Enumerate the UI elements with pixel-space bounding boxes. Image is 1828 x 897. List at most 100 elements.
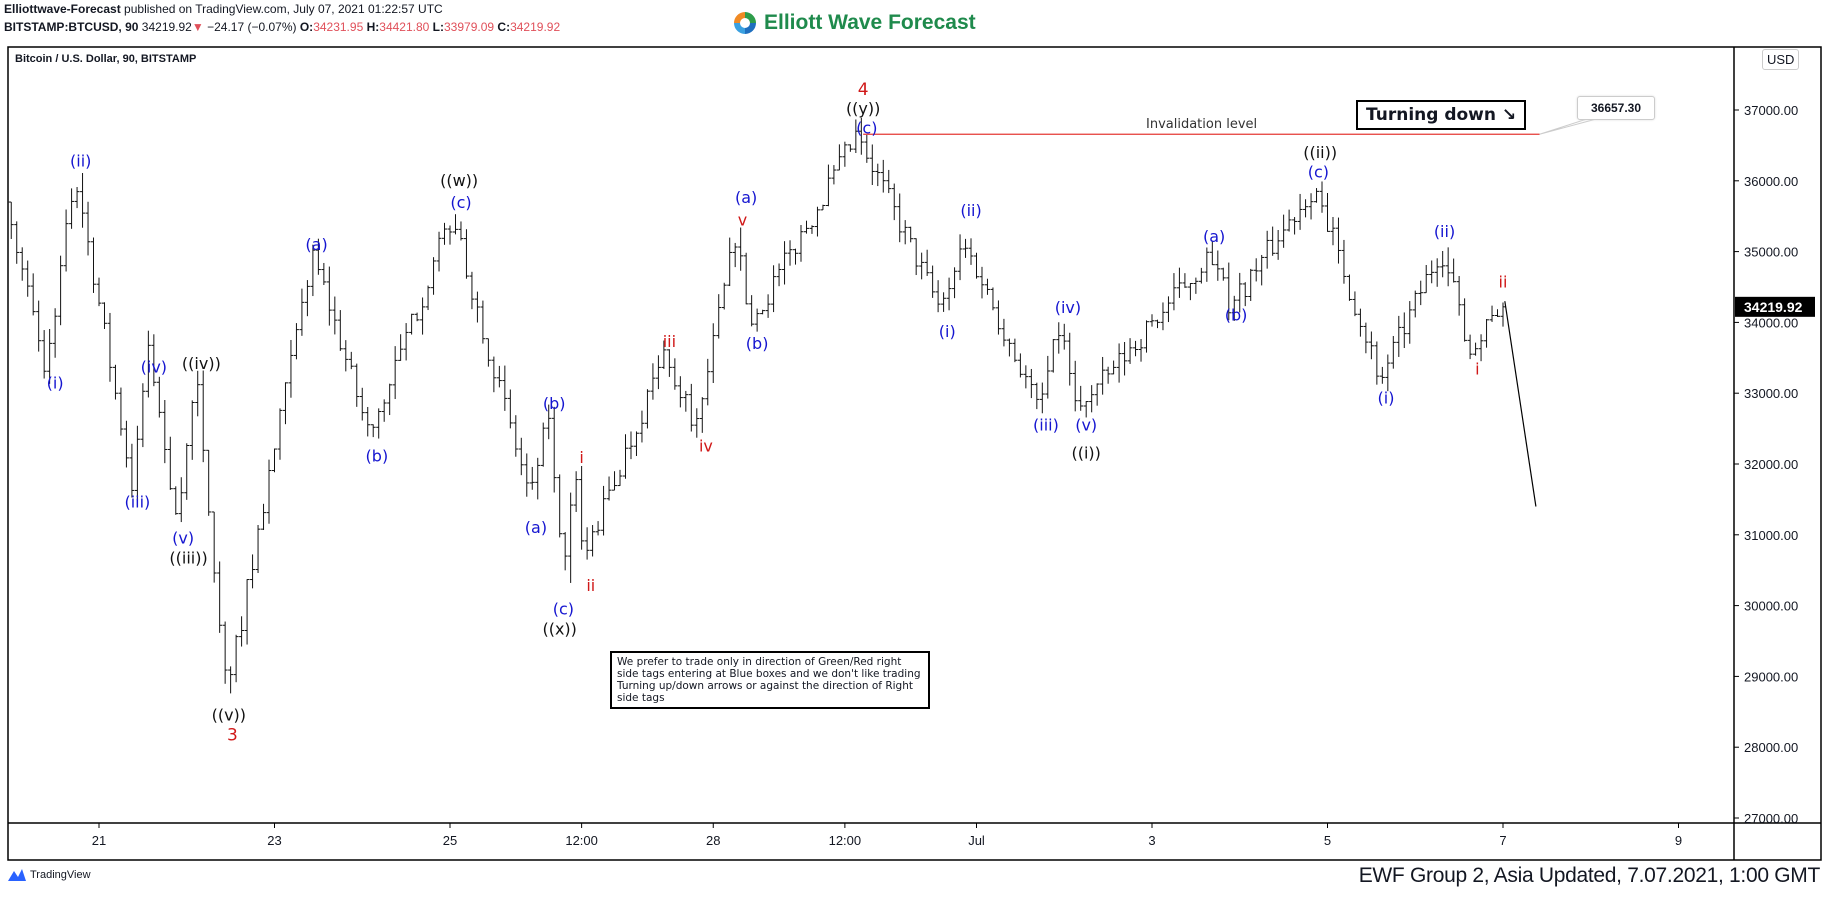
- wave-label: (b): [1225, 306, 1248, 325]
- ohlc-bar: [1489, 305, 1495, 322]
- wave-label: (a): [525, 518, 547, 537]
- ohlc-bar: [370, 424, 376, 438]
- ohlc-bar: [282, 382, 288, 425]
- wave-label: ((ii)): [1303, 143, 1337, 162]
- ohlc-bar: [1456, 276, 1462, 316]
- ohlc-bar: [206, 449, 212, 516]
- ohlc-bar: [1149, 314, 1155, 327]
- ohlc-bar: [990, 287, 996, 311]
- time-axis: 21 23 25 12:00 28 12:00 Jul 3 5 7 9: [92, 823, 1682, 848]
- ohlc-bar: [1248, 268, 1254, 301]
- ohlc-bar: [1297, 193, 1303, 230]
- ohlc-bar: [946, 277, 952, 311]
- brand-name: Elliott Wave Forecast: [764, 11, 976, 34]
- currency-button[interactable]: USD: [1762, 49, 1800, 70]
- ohlc-bar: [557, 474, 563, 538]
- ohlc-bar: [1028, 368, 1034, 399]
- ohlc-bar: [765, 294, 771, 318]
- ohlc-bar: [743, 252, 749, 305]
- ohlc-bar: [359, 387, 365, 421]
- price-change: −24.17 (−0.07%): [207, 20, 297, 34]
- close-value: 34219.92: [510, 20, 561, 34]
- x-tick-label: 28: [706, 833, 720, 848]
- ohlc-bar: [1462, 298, 1468, 342]
- ohlc-bar: [1445, 247, 1451, 287]
- ohlc-bar: [809, 225, 815, 234]
- ohlc-bar: [1001, 318, 1007, 347]
- ohlc-bar: [1303, 199, 1309, 218]
- ohlc-bar: [551, 406, 557, 493]
- ohlc-bar: [941, 292, 947, 312]
- ohlc-bar: [151, 334, 157, 387]
- wave-label: ((y)): [846, 99, 880, 118]
- x-tick-label: 3: [1148, 833, 1155, 848]
- wave-label: (iv): [141, 357, 167, 376]
- ohlc-bar: [502, 365, 508, 411]
- last-price-label: 34219.92: [1744, 299, 1803, 315]
- ohlc-bar: [842, 141, 848, 167]
- ohlc-bar: [304, 280, 310, 317]
- chart-title: Bitcoin / U.S. Dollar, 90, BITSTAMP: [15, 53, 197, 65]
- ohlc-bar: [639, 410, 645, 443]
- low-label: L:: [432, 20, 444, 34]
- ohlc-bar: [1100, 356, 1106, 395]
- ohlc-bar: [595, 521, 601, 536]
- ohlc-bar: [1412, 290, 1418, 318]
- invalidation-label: Invalidation level: [1146, 117, 1258, 132]
- annotations: [863, 117, 1601, 507]
- ohlc-bar: [1116, 343, 1122, 383]
- ohlc-bar: [178, 477, 184, 523]
- ohlc-bar: [30, 273, 36, 316]
- wave-label: (iv): [1055, 298, 1081, 317]
- ohlc-bar: [1495, 309, 1501, 318]
- ohlc-bar: [1401, 312, 1407, 349]
- ohlc-bar: [902, 220, 908, 245]
- ohlc-bar: [184, 443, 190, 500]
- triangle-down-icon: ▼: [191, 20, 204, 34]
- ohlc-bar: [957, 234, 963, 281]
- wave-label: (b): [543, 394, 566, 413]
- ohlc-bar: [261, 503, 267, 530]
- wave-label: (v): [1075, 415, 1097, 434]
- x-tick-label: 21: [92, 833, 106, 848]
- ohlc-bar: [623, 434, 628, 479]
- ohlc-bar: [1012, 338, 1018, 363]
- ohlc-bar: [1467, 334, 1473, 360]
- wave-label: ((v)): [212, 706, 246, 725]
- ohlc-bar: [771, 265, 777, 313]
- ohlc-bar: [1314, 188, 1320, 203]
- ohlc-bar: [908, 226, 914, 243]
- ohlc-bar: [540, 422, 546, 467]
- ohlc-bar: [688, 383, 694, 432]
- invalidation-price-callout: 36657.30: [1577, 96, 1655, 120]
- wave-label: (ii): [960, 201, 981, 220]
- ohlc-bar: [694, 408, 700, 438]
- ohlc-bar: [376, 408, 382, 439]
- high-value: 34421.80: [379, 20, 430, 34]
- ohlc-bar: [1270, 226, 1276, 256]
- symbol-info: BITSTAMP:BTCUSD, 90 34219.92▼ −24.17 (−0…: [4, 20, 560, 34]
- ohlc-bar: [601, 485, 607, 536]
- ohlc-bar: [123, 420, 129, 468]
- tradingview-brand[interactable]: TradingView: [8, 868, 91, 882]
- ohlc-bar: [189, 400, 195, 460]
- y-tick-label: 31000.00: [1744, 528, 1798, 543]
- wave-label: (iii): [1033, 415, 1059, 434]
- ohlc-bar: [633, 431, 639, 456]
- ohlc-bar: [1089, 385, 1095, 413]
- ohlc-bar: [496, 365, 502, 388]
- ohlc-bar: [8, 201, 14, 239]
- published-text: published on TradingView.com, July 07, 2…: [124, 2, 443, 16]
- ohlc-bar: [145, 330, 151, 398]
- y-tick-label: 27000.00: [1744, 811, 1798, 826]
- ohlc-bar: [1006, 338, 1012, 357]
- low-value: 33979.09: [444, 20, 495, 34]
- ohlc-bar: [299, 288, 305, 336]
- ohlc-bar: [803, 220, 809, 234]
- ohlc-bar: [173, 486, 179, 515]
- ohlc-bar: [793, 248, 799, 265]
- ohlc-bar: [710, 323, 716, 384]
- ohlc-bar: [1039, 382, 1045, 414]
- ohlc-bar: [820, 204, 826, 211]
